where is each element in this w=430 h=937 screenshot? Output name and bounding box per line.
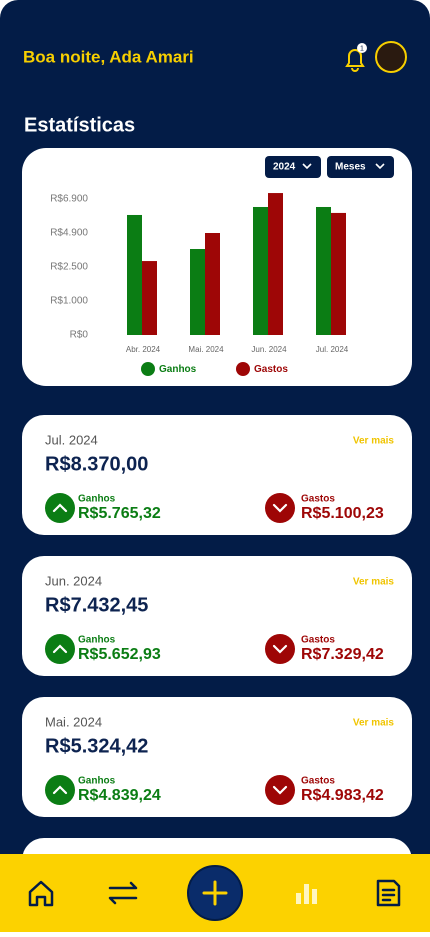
plus-icon	[202, 880, 228, 906]
summary-card: Jul. 2024 Ver mais R$8.370,00 GanhosR$5.765…	[22, 415, 412, 535]
bar	[268, 193, 283, 335]
y-tick-label: R$1.000	[50, 296, 88, 307]
y-tick-label: R$6.900	[50, 194, 88, 205]
bar	[253, 206, 268, 335]
report-icon[interactable]	[376, 879, 401, 907]
income-value: R$5.652,93	[78, 646, 161, 663]
x-tick-label: Abr. 2024	[126, 345, 161, 354]
stats-icon[interactable]	[296, 884, 317, 904]
bar	[190, 249, 205, 335]
expense-label: Gastos	[301, 494, 335, 505]
card-background	[22, 415, 412, 535]
badge-count: 1	[360, 45, 364, 52]
chevron-up	[52, 503, 68, 513]
month-label: Jun. 2024	[45, 573, 102, 588]
expense-icon	[265, 775, 295, 805]
card-background	[22, 697, 412, 817]
income-icon	[45, 634, 75, 664]
card-background	[22, 556, 412, 676]
dropdown-label: 2024	[273, 162, 296, 173]
view-more-link[interactable]: Ver mais	[353, 718, 395, 729]
x-tick-label: Mai. 2024	[188, 345, 224, 354]
income-label: Ganhos	[78, 776, 116, 787]
expense-label: Gastos	[301, 635, 335, 646]
legend-label: Gastos	[254, 364, 288, 375]
chevron-down	[272, 785, 288, 795]
bar	[331, 212, 346, 335]
icon-bar	[296, 893, 301, 904]
income-value: R$4.839,24	[78, 787, 161, 804]
chevron-down	[272, 644, 288, 654]
transfer-icon[interactable]	[108, 881, 138, 905]
legend-swatch	[236, 362, 250, 376]
income-value: R$5.765,32	[78, 505, 161, 522]
dropdown	[327, 156, 394, 178]
month-label: Mai. 2024	[45, 714, 102, 729]
dropdown	[265, 156, 321, 178]
period-filter[interactable]: Meses	[327, 156, 394, 178]
year-filter[interactable]: 2024	[265, 156, 321, 178]
chevron-up	[52, 785, 68, 795]
legend-swatch	[141, 362, 155, 376]
income-label: Ganhos	[78, 635, 116, 646]
month-total: R$5.324,42	[45, 735, 148, 757]
icon-bar	[304, 884, 309, 904]
expense-value: R$4.983,42	[301, 787, 384, 804]
income-icon	[45, 775, 75, 805]
expense-value: R$5.100,23	[301, 505, 384, 522]
summary-card: Mai. 2024 Ver mais R$5.324,42 GanhosR$4.839…	[22, 697, 412, 817]
chevron	[302, 163, 312, 170]
chevron	[375, 163, 385, 170]
badge	[357, 43, 367, 53]
bar	[316, 206, 331, 335]
expense-icon	[265, 634, 295, 664]
x-tick-label: Jun. 2024	[251, 345, 287, 354]
bar	[205, 233, 220, 335]
greeting: Boa noite, Ada Amari	[23, 47, 194, 66]
expense-icon	[265, 493, 295, 523]
chevron-up	[52, 644, 68, 654]
y-tick-label: R$0	[70, 330, 89, 341]
month-total: R$8.370,00	[45, 453, 148, 475]
chevron-down	[272, 503, 288, 513]
view-more-link[interactable]: Ver mais	[353, 577, 395, 588]
section-title: Estatísticas	[24, 114, 135, 136]
month-total: R$7.432,45	[45, 594, 148, 616]
notification-bell[interactable]: 1	[345, 43, 367, 72]
y-tick-label: R$2.500	[50, 262, 88, 273]
bell-icon	[345, 49, 365, 72]
legend-label: Ganhos	[159, 364, 197, 375]
expense-value: R$7.329,42	[301, 646, 384, 663]
bar	[142, 261, 157, 335]
income-icon	[45, 493, 75, 523]
icon-bar	[312, 889, 317, 904]
x-tick-label: Jul. 2024	[316, 345, 349, 354]
expense-label: Gastos	[301, 776, 335, 787]
home-icon[interactable]	[28, 880, 54, 907]
avatar[interactable]	[375, 41, 407, 73]
view-more-link[interactable]: Ver mais	[353, 436, 395, 447]
y-tick-label: R$4.900	[50, 228, 88, 239]
bar	[127, 214, 142, 335]
income-label: Ganhos	[78, 494, 116, 505]
summary-card: Jun. 2024 Ver mais R$7.432,45 GanhosR$5.652…	[22, 556, 412, 676]
dropdown-label: Meses	[335, 162, 366, 173]
month-label: Jul. 2024	[45, 432, 98, 447]
